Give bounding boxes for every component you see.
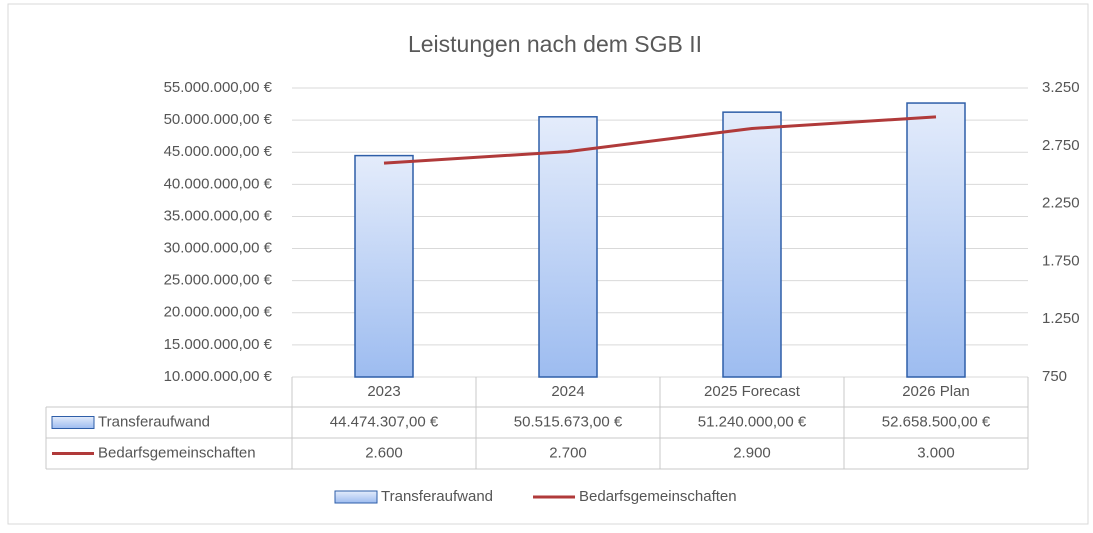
legend-label: Transferaufwand [381,488,493,505]
table-cell: 50.515.673,00 € [514,413,623,430]
legend-key [334,490,378,504]
y-tick-label: 25.000.000,00 € [164,272,273,289]
table-header: 2025 Forecast [704,383,801,400]
line [383,115,937,165]
table-cell: 2.900 [733,444,771,461]
y-tick-label: 55.000.000,00 € [164,79,273,96]
table-header: 2023 [367,383,400,400]
y-tick-label: 30.000.000,00 € [164,240,273,257]
y-tick-label: 50.000.000,00 € [164,111,273,128]
bar [538,116,598,378]
table-cell: 2.700 [549,444,587,461]
y-tick-label: 10.000.000,00 € [164,368,273,385]
bar [354,154,414,378]
y2-tick-label: 2.750 [1042,137,1080,154]
table-legend-key [51,416,95,429]
y2-tick-label: 3.250 [1042,79,1080,96]
table-row-label: Transferaufwand [98,413,210,430]
table-cell: 3.000 [917,444,955,461]
table-cell: 44.474.307,00 € [330,413,439,430]
y-tick-label: 20.000.000,00 € [164,304,273,321]
table-cell: 51.240.000,00 € [698,413,807,430]
y-tick-label: 35.000.000,00 € [164,207,273,224]
bar [906,102,966,378]
y2-tick-label: 1.750 [1042,252,1080,269]
table-cell: 2.600 [365,444,403,461]
y-tick-label: 45.000.000,00 € [164,143,273,160]
y2-tick-label: 1.250 [1042,310,1080,327]
y2-tick-label: 2.250 [1042,195,1080,212]
y-tick-label: 40.000.000,00 € [164,175,273,192]
chart-title: Leistungen nach dem SGB II [408,31,702,57]
table-cell: 52.658.500,00 € [882,413,991,430]
table-header: 2026 Plan [902,383,970,400]
y-tick-label: 15.000.000,00 € [164,336,273,353]
y2-tick-label: 750 [1042,368,1067,385]
table-row-label: Bedarfsgemeinschaften [98,444,256,461]
table-header: 2024 [551,383,584,400]
bar [722,111,782,378]
legend-label: Bedarfsgemeinschaften [579,488,737,505]
